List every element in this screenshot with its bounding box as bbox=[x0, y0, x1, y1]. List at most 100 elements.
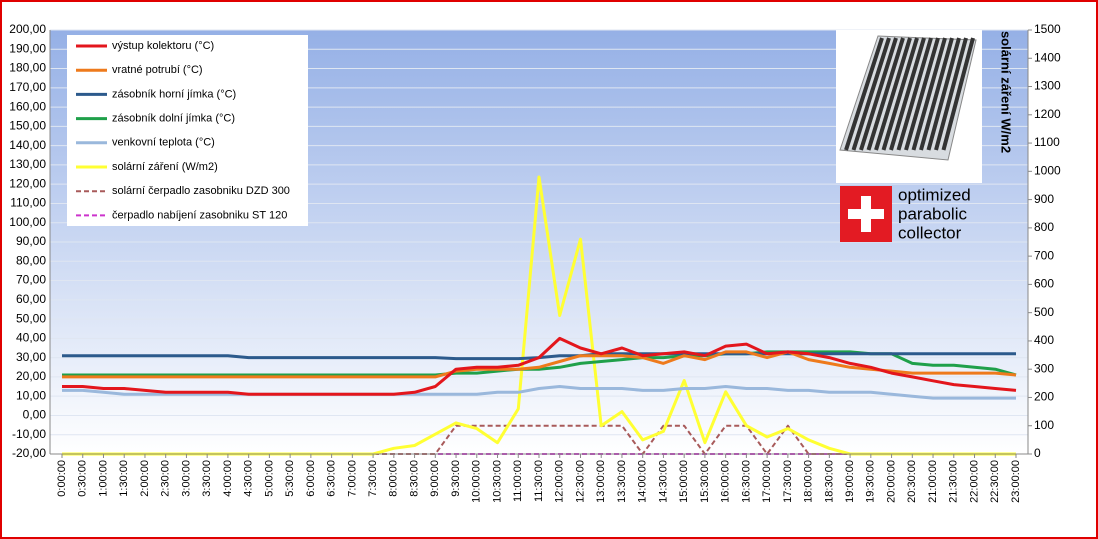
x-tick-label: 23:00:00 bbox=[1010, 460, 1022, 503]
legend-label: výstup kolektoru (°C) bbox=[112, 40, 214, 52]
x-tick-label: 15:30:00 bbox=[699, 460, 711, 503]
x-tick-label: 17:00:00 bbox=[761, 460, 773, 503]
x-tick-label: 2:30:00 bbox=[160, 460, 172, 497]
y2-tick-label: 300 bbox=[1034, 361, 1054, 375]
series-line bbox=[62, 424, 1016, 455]
x-tick-label: 13:00:00 bbox=[595, 460, 607, 503]
x-tick-label: 20:30:00 bbox=[906, 460, 918, 503]
collector-photo bbox=[836, 30, 982, 183]
y2-tick-label: 800 bbox=[1034, 220, 1054, 234]
y2-tick-label: 1100 bbox=[1034, 135, 1060, 149]
legend-label: venkovní teplota (°C) bbox=[112, 137, 215, 149]
y2-tick-label: 1000 bbox=[1034, 164, 1061, 178]
x-tick-label: 5:30:00 bbox=[284, 460, 296, 497]
x-tick-label: 11:00:00 bbox=[512, 460, 524, 502]
x-tick-label: 10:30:00 bbox=[491, 460, 503, 503]
y2-tick-label: 1200 bbox=[1034, 107, 1061, 121]
x-tick-label: 20:00:00 bbox=[885, 460, 897, 503]
x-tick-label: 13:30:00 bbox=[616, 460, 628, 503]
logo-text: optimized bbox=[898, 185, 971, 204]
logo-text: parabolic bbox=[898, 204, 967, 223]
y-tick-label: 30,00 bbox=[16, 350, 46, 364]
x-tick-label: 8:30:00 bbox=[408, 460, 420, 497]
x-tick-label: 6:00:00 bbox=[305, 460, 317, 497]
tube bbox=[874, 37, 912, 151]
legend-label: zásobník horní jímka (°C) bbox=[112, 88, 236, 100]
legend-items: výstup kolektoru (°C) vratné potrubí (°C)… bbox=[76, 40, 290, 221]
x-tick-label: 18:00:00 bbox=[803, 460, 815, 503]
tube bbox=[904, 37, 940, 151]
x-tick-label: 14:00:00 bbox=[637, 460, 649, 503]
y2-tick-label: 1400 bbox=[1034, 50, 1061, 64]
x-tick-label: 10:00:00 bbox=[471, 460, 483, 503]
tube bbox=[934, 37, 968, 151]
x-tick-label: 1:30:00 bbox=[118, 460, 130, 497]
legend-label: zásobník dolní jímka (°C) bbox=[112, 113, 235, 125]
y-tick-label: 200,00 bbox=[9, 22, 46, 36]
x-tick-label: 16:30:00 bbox=[740, 460, 752, 503]
tube bbox=[896, 37, 933, 151]
y-tick-label: 0,00 bbox=[23, 408, 47, 422]
y2-tick-label: 400 bbox=[1034, 333, 1054, 347]
x-tick-label: 22:30:00 bbox=[989, 460, 1001, 503]
tube bbox=[941, 37, 975, 151]
y-tick-label: 50,00 bbox=[16, 311, 46, 325]
tube bbox=[851, 37, 891, 151]
tube bbox=[881, 37, 919, 151]
y2-axis-title: solární záření W/m2 bbox=[999, 31, 1014, 153]
logo-text: collector bbox=[898, 223, 962, 242]
tube bbox=[926, 37, 961, 151]
tube bbox=[866, 37, 905, 151]
y-tick-label: 60,00 bbox=[16, 292, 46, 306]
y-tick-label: -10,00 bbox=[12, 427, 46, 441]
x-tick-label: 19:00:00 bbox=[844, 460, 856, 503]
legend-label: čerpadlo nabíjení zasobniku ST 120 bbox=[112, 209, 287, 221]
y-tick-label: 170,00 bbox=[9, 80, 46, 94]
x-tick-label: 5:00:00 bbox=[263, 460, 275, 497]
y-tick-label: 150,00 bbox=[9, 119, 46, 133]
x-tick-label: 9:30:00 bbox=[450, 460, 462, 497]
x-tick-label: 7:30:00 bbox=[367, 460, 379, 497]
tube bbox=[911, 37, 947, 151]
y-tick-label: 80,00 bbox=[16, 253, 46, 267]
x-tick-label: 14:30:00 bbox=[657, 460, 669, 503]
tube bbox=[919, 37, 954, 151]
x-tick-label: 9:00:00 bbox=[429, 460, 441, 497]
x-tick-label: 16:00:00 bbox=[720, 460, 732, 503]
y-tick-label: 190,00 bbox=[9, 41, 46, 55]
logo-cross bbox=[848, 209, 884, 219]
x-tick-label: 18:30:00 bbox=[823, 460, 835, 503]
tube bbox=[889, 37, 926, 151]
y2-tick-label: 100 bbox=[1034, 418, 1054, 432]
x-tick-label: 3:30:00 bbox=[201, 460, 213, 497]
x-tick-label: 12:30:00 bbox=[574, 460, 586, 503]
y-tick-label: 130,00 bbox=[9, 157, 46, 171]
y2-tick-label: 700 bbox=[1034, 248, 1054, 262]
x-tick-label: 0:00:00 bbox=[56, 460, 68, 497]
y-tick-label: 40,00 bbox=[16, 331, 46, 345]
y-tick-label: 160,00 bbox=[9, 99, 46, 113]
x-tick-label: 4:00:00 bbox=[222, 460, 234, 497]
x-tick-label: 15:00:00 bbox=[678, 460, 690, 503]
x-tick-label: 21:00:00 bbox=[927, 460, 939, 503]
y2-tick-label: 200 bbox=[1034, 390, 1054, 404]
legend-label: vratné potrubí (°C) bbox=[112, 64, 203, 76]
x-tick-label: 6:30:00 bbox=[326, 460, 338, 497]
y-tick-label: 20,00 bbox=[16, 369, 46, 383]
y2-tick-label: 0 bbox=[1034, 446, 1041, 460]
x-tick-label: 2:00:00 bbox=[139, 460, 151, 497]
x-tick-label: 1:00:00 bbox=[97, 460, 109, 497]
x-tick-label: 0:30:00 bbox=[77, 460, 89, 497]
y-tick-label: 110,00 bbox=[10, 196, 46, 210]
x-tick-label: 19:30:00 bbox=[865, 460, 877, 503]
y2-tick-label: 1300 bbox=[1034, 79, 1061, 93]
y-tick-label: 100,00 bbox=[9, 215, 46, 229]
legend-label: solární čerpadlo zasobniku DZD 300 bbox=[112, 185, 290, 197]
x-tick-label: 4:30:00 bbox=[243, 460, 255, 497]
y-tick-label: 70,00 bbox=[16, 273, 46, 287]
y-tick-label: 90,00 bbox=[16, 234, 46, 248]
series-line bbox=[62, 385, 1016, 400]
y2-tick-label: 1500 bbox=[1034, 22, 1061, 36]
